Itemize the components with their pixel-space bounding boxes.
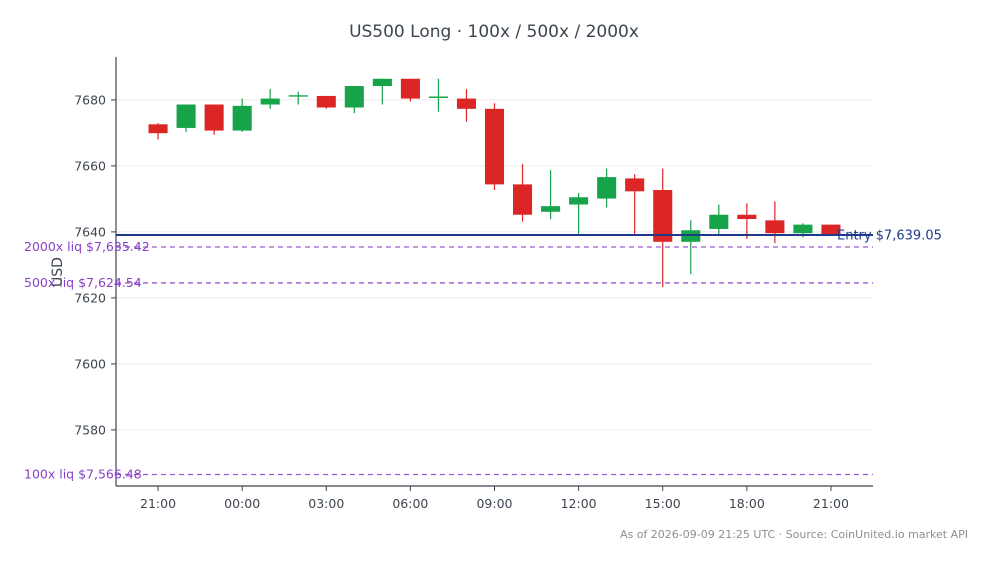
candle [316,95,336,109]
candle-body [372,78,392,87]
candle [372,78,392,105]
candle-body [316,95,336,108]
candle-body [625,178,645,192]
candle-body [737,214,757,220]
candle [653,168,673,288]
candle [625,174,645,235]
candle [232,98,252,132]
candle-body [569,197,589,205]
y-tick-label: 7600 [74,356,106,371]
candle-body [344,86,364,108]
candle [344,86,364,114]
candle-body [765,220,785,234]
candle-body [400,78,420,99]
candle [260,89,280,109]
candle [765,201,785,244]
liquidation-label: 500x liq $7,624.54 [24,275,142,290]
price-lines: 2000x liq $7,635.42 500x liq $7,624.54 100… [24,229,942,482]
x-tick-label: 09:00 [476,496,512,511]
candle-body [709,214,729,229]
candle-body [513,184,533,215]
x-tick-label: 15:00 [645,496,681,511]
y-tick-label: 7580 [74,422,106,437]
axes: 7580 7600 7620 7640 7660 7680 21:00 00:00 03:00 0… [74,57,873,511]
candle-body [260,98,280,105]
candle [176,104,196,132]
entry-label: Entry $7,639.05 [837,229,942,244]
candle-body [653,189,673,242]
candle [148,123,168,140]
y-tick-label: 7620 [74,290,106,305]
candle [709,204,729,237]
candle-body [204,104,224,131]
footer-source: As of 2026-09-09 21:25 UTC · Source: Coi… [620,528,968,541]
candle [428,78,448,112]
x-tick-label: 21:00 [813,496,849,511]
candle [456,89,476,122]
x-tick-label: 18:00 [729,496,765,511]
x-tick-label: 03:00 [308,496,344,511]
x-tick-label: 06:00 [392,496,428,511]
candle [484,103,505,190]
candle [513,164,533,222]
candle-body [232,105,252,131]
candle [288,91,308,105]
candle-body [484,108,505,185]
y-tick-label: 7680 [74,92,106,107]
candle [400,78,420,102]
chart-title: US500 Long · 100x / 500x / 2000x [349,22,639,42]
candle-body [456,98,476,109]
candle-body [597,177,617,199]
candle [737,203,757,239]
liquidation-label: 100x liq $7,566.48 [24,467,142,482]
candle [821,224,841,235]
x-tick-label: 21:00 [140,496,176,511]
candle [541,170,561,220]
y-axis-label: USD [50,257,66,287]
candle-body [793,224,813,234]
candle-body [176,104,196,128]
candle [597,168,617,208]
y-tick-label: 7640 [74,224,106,239]
x-tick-label: 12:00 [561,496,597,511]
x-tick-label: 00:00 [224,496,260,511]
candle [569,192,589,235]
candle-body [541,206,561,212]
candle-body [148,124,168,134]
candles [148,78,841,288]
candle-body [821,224,841,235]
liquidation-label: 2000x liq $7,635.42 [24,239,150,254]
candle [204,104,224,135]
y-tick-label: 7660 [74,158,106,173]
